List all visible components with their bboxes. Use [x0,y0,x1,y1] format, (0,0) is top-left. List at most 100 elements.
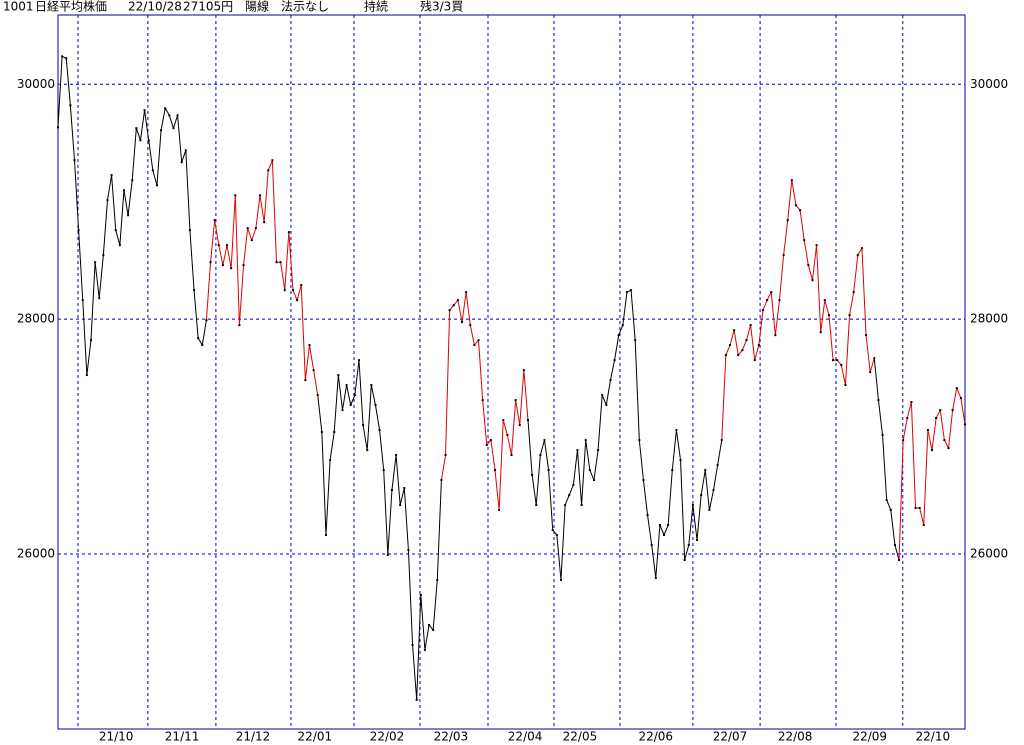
point [131,179,134,182]
point [906,417,909,420]
point [403,487,406,490]
point [73,159,76,162]
point [151,169,154,172]
point [757,344,760,347]
line-segment [205,262,212,321]
line-segment [69,105,75,161]
point [832,359,835,362]
line-segment [280,262,286,291]
line-segment [638,440,644,481]
line-segment [230,195,236,269]
point [931,449,934,452]
point [638,439,641,442]
line-segment [362,424,368,451]
line-segment [412,644,418,700]
line-segment [210,220,216,263]
point [745,339,748,342]
point [856,254,859,257]
line-segment [193,290,199,339]
point [794,204,797,207]
line-segment [861,248,867,336]
point [440,479,443,482]
line-segment [271,160,278,263]
line-segment [115,230,121,246]
point [588,469,591,472]
line-segment [877,400,884,436]
line-segment [300,285,306,381]
point [382,469,385,472]
line-segment [634,340,640,441]
line-segment [119,190,125,246]
line-segment [948,409,954,449]
line-segment [803,240,809,266]
line-segment [292,289,298,301]
x-tick-label: 21/12 [236,730,271,744]
point [609,379,612,382]
line-segment [692,504,698,541]
point [910,401,913,404]
line-segment [403,487,409,551]
point [860,247,863,250]
point [580,504,583,507]
line-segment [576,450,583,506]
line-segment [424,624,430,651]
line-segment [420,594,426,651]
point [663,533,666,536]
line-segment [519,370,525,426]
line-segment [535,454,541,506]
line-segment [614,335,620,361]
line-segment [663,524,669,536]
point [246,227,249,230]
point [448,309,451,312]
line-segment [548,470,554,531]
point [584,439,587,442]
point [568,494,571,497]
line-segment [111,175,117,231]
line-segment [820,300,826,333]
line-segment [267,160,273,171]
point [110,174,113,177]
point [683,559,686,562]
point [658,524,661,527]
point [510,454,513,457]
point [502,419,505,422]
point [259,194,262,197]
title-part: 法示なし [281,0,329,14]
x-tick-label: 21/11 [165,730,200,744]
point [411,643,414,646]
line-segment [774,300,780,336]
line-segment [243,228,249,266]
point [238,324,241,327]
line-segment [585,440,591,471]
point [741,349,744,352]
line-segment [758,310,764,346]
point [898,559,901,562]
line-segment [828,315,834,361]
line-segment [539,439,545,456]
point [341,409,344,412]
line-segment [762,299,768,311]
line-segment [564,494,570,506]
line-segment [82,300,88,376]
point [419,594,422,597]
line-segment [642,479,649,516]
line-segment [247,227,253,241]
point [316,394,319,397]
line-segment [284,232,290,291]
line-segment [255,195,261,229]
point [147,139,150,142]
y-tick-label: 30000 [17,77,55,91]
point [720,439,723,442]
point [753,359,756,362]
point [823,299,826,302]
line-segment [791,180,797,206]
title-part: 1001 [3,0,34,14]
point [737,354,740,357]
title-part: 陽線 [245,0,269,14]
line-segment [465,292,471,326]
line-segment [923,429,929,526]
line-segment [251,227,257,241]
point [386,553,389,556]
point [362,424,365,427]
